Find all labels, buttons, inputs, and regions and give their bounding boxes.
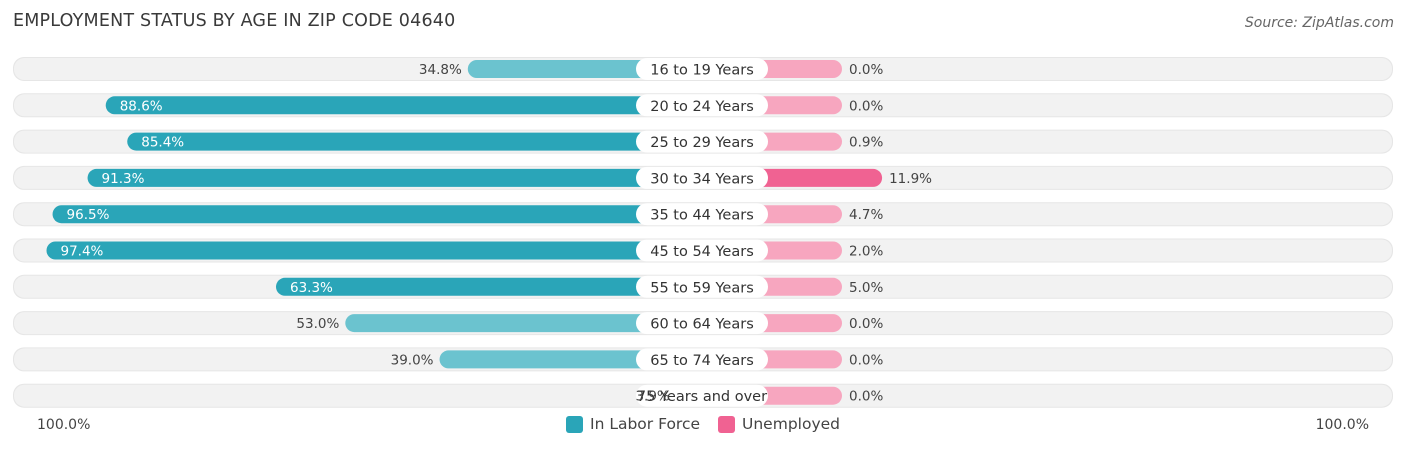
category-pill [636, 384, 768, 407]
axis-right-label: 100.0% [1315, 417, 1369, 433]
legend-item-unemployed[interactable]: Unemployed [718, 415, 840, 433]
legend-swatch-labor-force [566, 415, 583, 433]
value-label-unemployed: 0.9% [849, 135, 883, 151]
bar-labor-force [275, 277, 702, 296]
value-label-unemployed: 0.0% [849, 316, 883, 332]
legend-label-labor-force: In Labor Force [590, 415, 701, 433]
value-label-labor-force: 85.4% [141, 135, 184, 151]
bar-labor-force [46, 241, 703, 260]
value-label-unemployed: 4.7% [849, 207, 883, 223]
legend-item-labor-force[interactable]: In Labor Force [566, 415, 700, 433]
category-label: 20 to 24 Years [650, 99, 754, 115]
category-label: 60 to 64 Years [650, 317, 754, 333]
axis-left-label: 100.0% [37, 417, 91, 433]
legend-swatch-unemployed [718, 415, 736, 433]
value-label-labor-force: 96.5% [67, 207, 110, 223]
value-label-labor-force: 88.6% [120, 98, 163, 114]
legend-label-unemployed: Unemployed [742, 415, 840, 433]
category-label: 25 to 29 Years [650, 135, 754, 151]
category-pill [636, 348, 768, 371]
value-label-unemployed: 0.0% [849, 352, 883, 368]
category-label: 30 to 34 Years [650, 171, 754, 187]
value-label-unemployed: 0.0% [849, 389, 883, 405]
bar-labor-force [345, 314, 702, 333]
category-pill [636, 58, 768, 80]
category-pill [636, 239, 768, 262]
category-label: 55 to 59 Years [650, 280, 754, 296]
category-pill [636, 312, 768, 335]
value-label-unemployed: 0.0% [849, 62, 883, 78]
category-label: 35 to 44 Years [650, 208, 754, 224]
category-pill [636, 94, 768, 117]
value-label-labor-force: 39.0% [391, 352, 434, 368]
category-label: 45 to 54 Years [650, 244, 754, 260]
value-label-labor-force: 97.4% [60, 244, 103, 260]
bar-labor-force [105, 96, 703, 115]
value-label-labor-force: 34.8% [419, 62, 462, 78]
value-label-labor-force: 63.3% [290, 280, 333, 296]
category-label: 16 to 19 Years [650, 63, 754, 79]
value-label-unemployed: 5.0% [849, 280, 883, 296]
category-pill [636, 130, 768, 153]
chart-source: Source: ZipAtlas.com [1244, 15, 1394, 31]
value-label-unemployed: 11.9% [889, 171, 932, 187]
bar-labor-force [439, 350, 702, 369]
category-pill [636, 275, 768, 298]
category-label: 65 to 74 Years [650, 353, 754, 369]
category-pill [636, 166, 768, 189]
value-label-labor-force: 91.3% [102, 171, 145, 187]
value-label-labor-force: 3.9% [635, 389, 669, 405]
category-label: 75 Years and over [637, 389, 767, 405]
bar-labor-force [87, 168, 702, 187]
chart-title: EMPLOYMENT STATUS BY AGE IN ZIP CODE 046… [13, 11, 456, 31]
bar-labor-force [52, 205, 703, 224]
legend: In Labor Force Unemployed [0, 415, 1406, 433]
category-pill [636, 203, 768, 226]
bar-labor-force [127, 132, 703, 151]
value-label-unemployed: 0.0% [849, 98, 883, 114]
value-label-labor-force: 53.0% [296, 316, 339, 332]
value-label-unemployed: 2.0% [849, 244, 883, 260]
